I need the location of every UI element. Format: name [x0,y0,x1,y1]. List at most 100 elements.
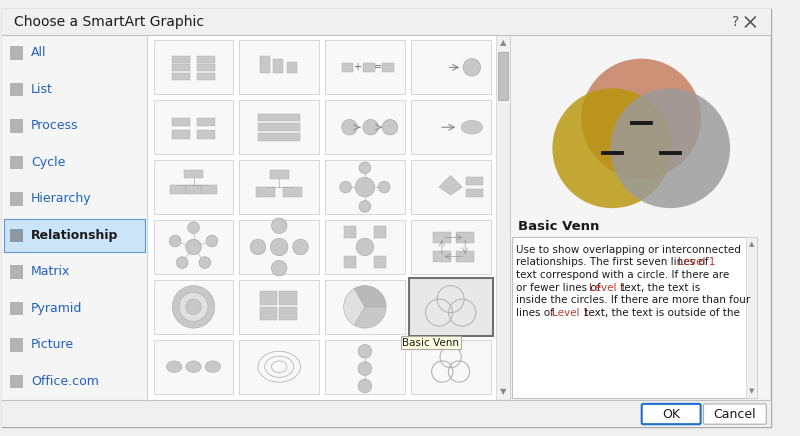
Text: inside the circles. If there are more than four: inside the circles. If there are more th… [516,295,750,305]
Bar [410,160,490,214]
Circle shape [359,201,370,212]
Circle shape [552,89,672,208]
Bar [287,61,297,73]
Bar [239,220,319,274]
Bar [239,40,319,94]
Bar [325,280,405,334]
Bar [10,156,23,169]
Ellipse shape [166,361,182,372]
Text: ▲: ▲ [749,241,754,247]
Bar [434,251,450,262]
Bar [10,119,23,133]
Bar [410,280,490,334]
Text: Cancel: Cancel [714,408,756,421]
Circle shape [270,238,288,255]
Text: text, the text is outside of the: text, the text is outside of the [581,308,739,317]
Bar [512,237,757,398]
Bar [239,340,319,394]
Bar [198,130,214,139]
Ellipse shape [205,361,221,372]
Circle shape [463,59,481,76]
Text: lines of: lines of [516,308,557,317]
Bar [154,100,234,154]
Bar [260,307,278,320]
Bar [10,46,23,60]
Circle shape [172,286,214,328]
Bar [154,280,234,334]
Circle shape [271,218,287,233]
Text: OK: OK [662,408,680,421]
Bar [4,219,145,252]
Bar [154,220,234,274]
Text: Basic Venn: Basic Venn [402,337,459,347]
Bar [325,220,405,274]
Bar [410,340,490,394]
Bar [186,185,202,194]
Bar [344,256,356,268]
Ellipse shape [462,120,482,134]
Bar [374,226,386,238]
Circle shape [382,119,398,135]
Bar [10,192,23,205]
Bar [154,40,234,94]
Text: ▼: ▼ [749,388,754,394]
Bar [510,34,769,399]
Circle shape [179,293,208,321]
Text: ?: ? [732,15,739,29]
Bar [498,52,508,100]
Ellipse shape [186,361,202,372]
Circle shape [342,119,357,135]
Bar [410,220,490,274]
FancyBboxPatch shape [703,404,766,424]
Bar [374,256,386,268]
Text: Level 1: Level 1 [589,283,626,293]
Circle shape [356,238,374,255]
Bar [10,228,23,242]
Text: text correspond with a circle. If there are: text correspond with a circle. If there … [516,270,729,280]
Bar [239,160,319,214]
Bar [363,62,374,72]
Text: Hierarchy: Hierarchy [31,192,91,205]
Bar [2,10,770,34]
Bar [325,40,405,94]
Bar [344,226,356,238]
Bar [325,100,405,154]
Bar [10,82,23,96]
Text: Process: Process [31,119,78,132]
Circle shape [355,177,374,197]
Bar [457,232,474,243]
Circle shape [188,222,199,233]
Circle shape [359,162,370,174]
Bar [274,59,283,73]
Bar [10,265,23,279]
Bar [154,160,234,214]
Text: +: + [353,62,361,72]
Text: Level 1: Level 1 [552,308,590,317]
Bar [270,170,289,179]
Bar [10,302,23,315]
Bar [260,56,270,73]
Wedge shape [354,307,386,328]
Text: Cycle: Cycle [31,156,66,169]
Bar [466,189,483,197]
Circle shape [271,260,287,276]
Circle shape [170,235,181,247]
Polygon shape [439,176,462,195]
Circle shape [363,119,378,135]
Text: Matrix: Matrix [31,265,70,278]
Bar [2,34,146,399]
Circle shape [582,59,701,178]
Bar [410,40,490,94]
Text: Use to show overlapping or interconnected: Use to show overlapping or interconnecte… [516,245,741,255]
Circle shape [206,235,218,247]
Bar [409,278,493,336]
Bar [148,34,496,399]
Text: relationships. The first seven lines of: relationships. The first seven lines of [516,257,711,267]
Bar [457,251,474,262]
Circle shape [186,299,202,314]
Circle shape [293,239,308,255]
Text: Office.com: Office.com [31,375,98,388]
Bar [202,185,217,194]
Bar [239,100,319,154]
Bar [382,62,394,72]
